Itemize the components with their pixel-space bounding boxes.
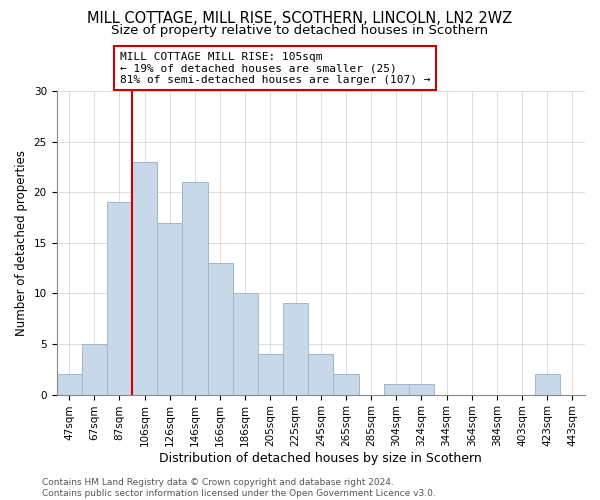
Text: MILL COTTAGE, MILL RISE, SCOTHERN, LINCOLN, LN2 2WZ: MILL COTTAGE, MILL RISE, SCOTHERN, LINCO…	[88, 11, 512, 26]
Bar	[82, 344, 107, 395]
Bar	[107, 202, 132, 394]
X-axis label: Distribution of detached houses by size in Scothern: Distribution of detached houses by size …	[160, 452, 482, 465]
Bar	[308, 354, 334, 395]
Bar	[182, 182, 208, 394]
Bar	[258, 354, 283, 395]
Bar	[132, 162, 157, 394]
Text: Contains HM Land Registry data © Crown copyright and database right 2024.
Contai: Contains HM Land Registry data © Crown c…	[42, 478, 436, 498]
Bar	[283, 304, 308, 394]
Bar	[233, 294, 258, 394]
Bar	[409, 384, 434, 394]
Bar	[157, 222, 182, 394]
Text: MILL COTTAGE MILL RISE: 105sqm
← 19% of detached houses are smaller (25)
81% of : MILL COTTAGE MILL RISE: 105sqm ← 19% of …	[120, 52, 430, 85]
Bar	[56, 374, 82, 394]
Bar	[535, 374, 560, 394]
Text: Size of property relative to detached houses in Scothern: Size of property relative to detached ho…	[112, 24, 488, 37]
Bar	[334, 374, 359, 394]
Y-axis label: Number of detached properties: Number of detached properties	[15, 150, 28, 336]
Bar	[383, 384, 409, 394]
Bar	[208, 263, 233, 394]
